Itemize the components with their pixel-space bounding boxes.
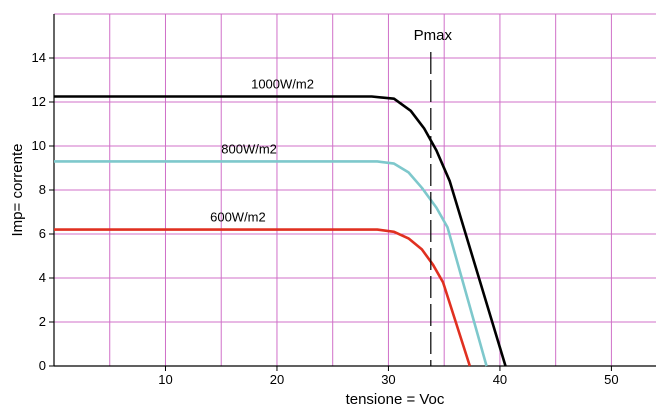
series-label: 1000W/m2 bbox=[251, 77, 314, 92]
pmax-label: Pmax bbox=[414, 27, 453, 44]
x-tick-label: 20 bbox=[270, 372, 284, 387]
x-axis-title: tensione = Voc bbox=[346, 391, 445, 408]
series-label: 800W/m2 bbox=[221, 141, 277, 156]
annotations: Pmax bbox=[414, 27, 453, 366]
y-tick-label: 8 bbox=[39, 182, 46, 197]
y-tick-label: 6 bbox=[39, 226, 46, 241]
y-tick-label: 14 bbox=[32, 50, 46, 65]
x-tick-label: 40 bbox=[493, 372, 507, 387]
series-line bbox=[54, 95, 507, 367]
x-tick-label: 30 bbox=[381, 372, 395, 387]
grid bbox=[54, 13, 656, 366]
y-tick-label: 10 bbox=[32, 138, 46, 153]
axes: 0 2 4 6 8 10 12 14 10 20 30 40 50 bbox=[32, 14, 656, 387]
y-tick-label: 12 bbox=[32, 94, 46, 109]
y-tick-label: 0 bbox=[39, 358, 46, 373]
series-label: 600W/m2 bbox=[210, 210, 266, 225]
y-tick-label: 2 bbox=[39, 314, 46, 329]
series-lines bbox=[54, 95, 507, 367]
series-line bbox=[54, 160, 488, 367]
labels: 1000W/m2 800W/m2 600W/m2 tensione = Voc Imp=… bbox=[9, 77, 445, 408]
y-axis-title: Imp= corrente bbox=[9, 144, 26, 237]
x-tick-label: 50 bbox=[604, 372, 618, 387]
x-tick-label: 10 bbox=[158, 372, 172, 387]
series-line bbox=[54, 228, 472, 367]
y-tick-label: 4 bbox=[39, 270, 46, 285]
